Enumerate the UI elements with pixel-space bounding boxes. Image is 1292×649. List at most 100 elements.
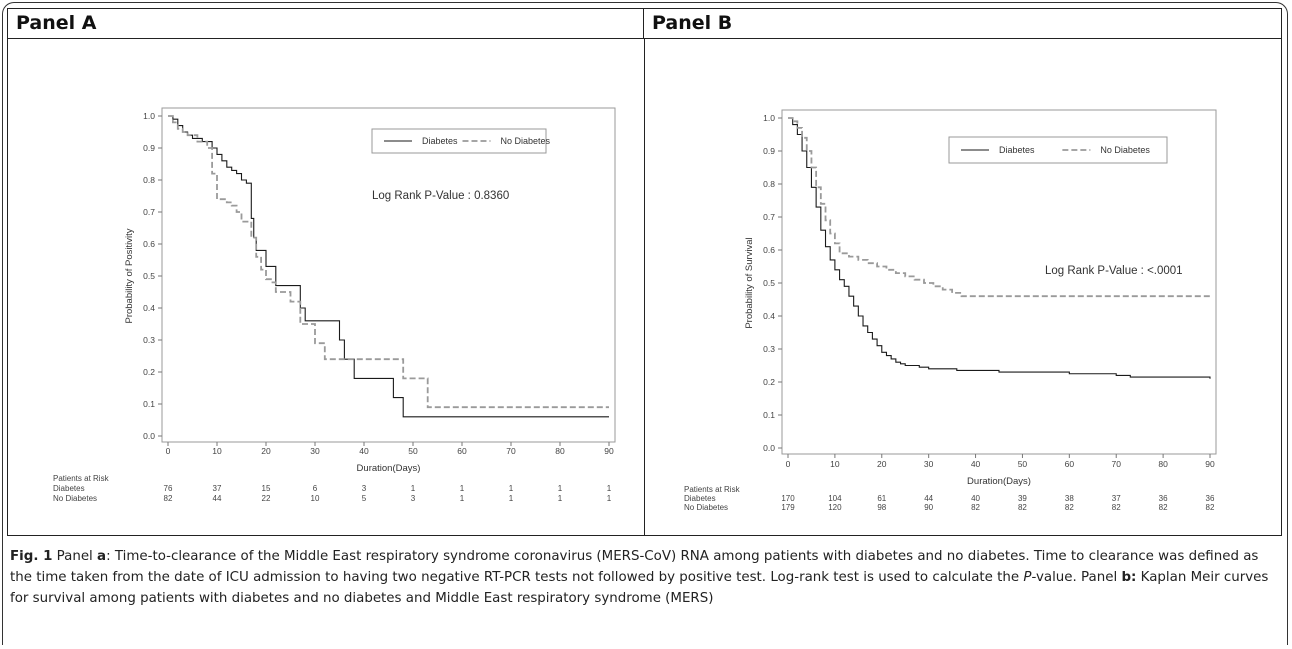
panel-b-x-axis-label: Duration(Days) [967,476,1031,487]
panel-b-risk-value: 82 [971,503,980,512]
panel-a-x-tick-label: 90 [604,446,614,456]
panel-a-risk-value: 1 [460,484,465,493]
panel-b-risk-value: 170 [781,494,795,503]
panel-b-y-tick-label: 0.0 [763,443,775,453]
panel-b-y-tick-label: 0.8 [763,179,775,189]
panel-a-y-tick-label: 0.4 [143,303,155,313]
panel-b-risk-value: 82 [1018,503,1027,512]
panel-b-x-tick-label: 10 [830,459,840,469]
panel-a-risk-value: 3 [362,484,367,493]
figure-caption: Fig. 1 Panel a: Time-to-clearance of the… [10,546,1280,609]
panel-b-risk-value: 36 [1159,494,1168,503]
panel-b-x-tick-label: 20 [877,459,887,469]
panel-b-y-tick-label: 0.2 [763,377,775,387]
panel-b-risk-value: 82 [1206,503,1215,512]
panel-a-series-diabetes-line [168,115,609,418]
panel-b-risk-value: 37 [1112,494,1121,503]
panel-a-x-tick-label: 50 [408,446,418,456]
panel-b-y-tick-label: 0.9 [763,146,775,156]
caption-part4: Kaplan Meir curves for survival among pa… [10,570,1269,606]
panel-a-y-tick-label: 0.0 [143,431,155,441]
panel-a-risk-value: 44 [213,494,222,503]
panel-b-y-tick-label: 0.4 [763,311,775,321]
panel-a-y-tick-label: 0.5 [143,271,155,281]
panel-b-risk-value: 39 [1018,494,1027,503]
panel-a-risk-value: 1 [558,494,563,503]
panel-a-risk-row-label: Diabetes [53,484,85,493]
panel-a-x-tick-label: 30 [310,446,320,456]
panel-b-x-tick-label: 0 [786,459,791,469]
panel-a-risk-value: 1 [411,484,416,493]
panel-b-x-tick-label: 30 [924,459,934,469]
panel-b-risk-value: 82 [1112,503,1121,512]
panel-a-y-tick-label: 0.1 [143,399,155,409]
caption-a-letter: a [97,549,107,564]
panel-a-risk-value: 37 [213,484,222,493]
panel-a-risk-value: 10 [311,494,320,503]
panel-a-y-tick-label: 0.8 [143,175,155,185]
caption-b-letter: b: [1121,570,1137,585]
panel-b-plot-area [781,109,1217,455]
panel-a-chart: 0.0 0.1 0.2 0.3 0.4 0.5 0.6 0.7 0.8 0.9 1.0 0 10 20 30… [53,107,616,503]
panel-a-risk-value: 82 [164,494,173,503]
panel-b-y-tick-label: 0.5 [763,278,775,288]
panel-a-y-tick-label: 0.6 [143,239,155,249]
panel-a-risk-value: 1 [460,494,465,503]
panel-b-x-tick-label: 60 [1065,459,1075,469]
panel-a-risk-row-label: No Diabetes [53,494,97,503]
panel-a-risk-value: 76 [164,484,173,493]
panel-b-y-tick-label: 0.7 [763,212,775,222]
panel-a-risk-value: 1 [509,484,514,493]
panel-b-x-tick-label: 70 [1111,459,1121,469]
panel-b-risk-value: 44 [924,494,933,503]
panel-a-risk-table-header: Patients at Risk [53,474,110,483]
panel-a-plot-area [161,107,616,443]
panel-b-risk-value: 61 [877,494,886,503]
panel-b-risk-value: 120 [828,503,842,512]
panel-b-legend-label-no-diabetes: No Diabetes [1100,145,1150,155]
panel-b-y-tick-label: 0.6 [763,245,775,255]
panel-a-x-tick-label: 20 [261,446,271,456]
caption-part2: : Time-to-clearance of the Middle East r… [10,549,1259,585]
panel-a-risk-value: 15 [262,484,271,493]
panel-a-header: Panel A [8,9,644,39]
panel-b-risk-row-label: Diabetes [684,494,716,503]
panel-b-risk-value: 38 [1065,494,1074,503]
panel-b-risk-value: 82 [1065,503,1074,512]
panel-b-x-tick-label: 40 [971,459,981,469]
panel-a-risk-value: 1 [509,494,514,503]
panel-b-y-axis-label: Probability of Survival [744,237,755,328]
panel-b-header: Panel B [644,9,1281,39]
panel-b-y-tick-label: 0.3 [763,344,775,354]
panel-a-x-tick-label: 70 [506,446,516,456]
panel-a-risk-value: 1 [607,484,612,493]
panel-a-x-tick-label: 80 [555,446,565,456]
panel-b-risk-value: 98 [877,503,886,512]
panel-a-x-tick-label: 10 [212,446,222,456]
panel-b-x-tick-label: 50 [1018,459,1028,469]
panel-a-x-tick-label: 40 [359,446,369,456]
panel-b-risk-value: 82 [1159,503,1168,512]
panel-b-risk-value: 36 [1206,494,1215,503]
panel-a-x-tick-label: 0 [166,446,171,456]
panel-a-y-tick-label: 0.3 [143,335,155,345]
panel-divider [644,39,645,535]
panel-b-chart: 0.0 0.1 0.2 0.3 0.4 0.5 0.6 0.7 0.8 0.9 1.0 0 10 20 30… [684,109,1217,512]
panel-b-risk-value: 90 [924,503,933,512]
panel-a-logrank-annotation: Log Rank P-Value : 0.8360 [372,190,509,202]
figure-table: Panel A Panel B 0.0 0.1 0.2 0.3 0.4 0.5 0.6 0.7… [7,8,1282,536]
caption-part3: -value. Panel [1031,570,1122,585]
panel-b-series-no-diabetes-line [788,117,1210,298]
panel-b-logrank-annotation: Log Rank P-Value : <.0001 [1045,265,1183,277]
panel-a-y-tick-label: 0.7 [143,207,155,217]
panel-a-series-no-diabetes-line [168,115,609,409]
panel-b-y-tick-label: 1.0 [763,113,775,123]
panel-b-risk-value: 104 [828,494,842,503]
panel-a-legend-label-no-diabetes: No Diabetes [500,136,550,146]
panel-a-legend-label-diabetes: Diabetes [422,136,458,146]
panel-a-risk-value: 1 [607,494,612,503]
panel-a-y-tick-label: 0.9 [143,143,155,153]
panel-b-x-tick-label: 80 [1158,459,1168,469]
panel-a-risk-value: 22 [262,494,271,503]
